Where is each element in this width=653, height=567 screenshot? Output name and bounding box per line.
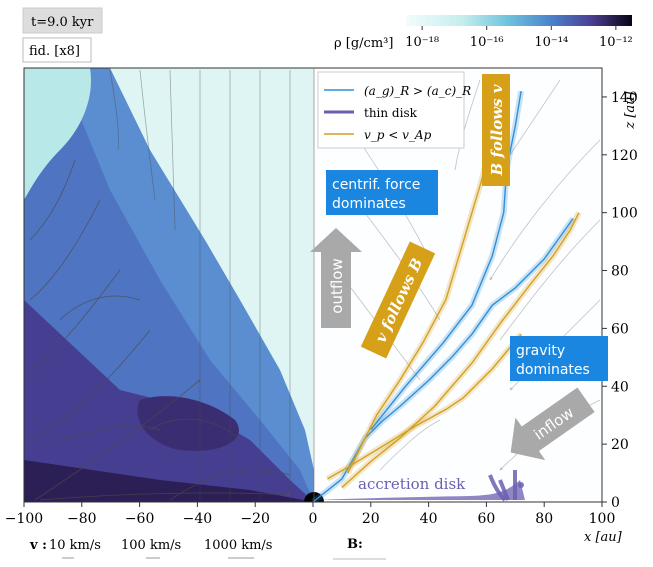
- annotation-centrifugal: centrif. force dominates: [326, 170, 438, 215]
- outflow-arrow: outflow: [310, 228, 362, 328]
- x-tick-label: 80: [535, 511, 553, 527]
- annotation-gravity-line1: gravity: [516, 343, 565, 359]
- x-tick-label: 40: [420, 511, 438, 527]
- contour-line-3: [341, 212, 580, 489]
- x-axis-label: x [au]: [584, 530, 623, 545]
- velocity-key-100: 100 km/s: [121, 538, 181, 553]
- annotation-b-follows-v-text: B follows v: [488, 84, 506, 176]
- legend-label-alfven: v_p < v_Ap: [364, 128, 432, 142]
- x-tick-label: −60: [125, 511, 155, 527]
- annotation-centrifugal-line1: centrif. force: [332, 177, 420, 193]
- colorbar-tick-label: 10⁻¹⁸: [405, 35, 439, 50]
- annotation-b-follows-v: B follows v: [482, 74, 510, 186]
- field-key-label: B:: [347, 537, 363, 552]
- x-tick-label: −40: [183, 511, 213, 527]
- accretion-disk-label: accretion disk: [358, 475, 466, 493]
- x-axis: −100 −80 −60 −40 −20 0 20 40 60 80 100: [5, 502, 616, 527]
- time-label: t=9.0 kyr: [31, 15, 94, 30]
- y-tick-label: 120: [611, 148, 638, 164]
- velocity-key-1000: 1000 km/s: [204, 538, 272, 553]
- legend-label-gravity: (a_g)_R > (a_c)_R: [364, 84, 471, 98]
- time-badge: [22, 7, 103, 34]
- model-label: fid. [x8]: [29, 44, 80, 59]
- y-tick-label: 100: [611, 206, 638, 222]
- velocity-key-label: v :: [29, 538, 47, 553]
- y-axis: 0 20 40 60 80 100 120 140: [602, 90, 638, 511]
- contour-line-1: [370, 90, 522, 431]
- x-tick-label: −80: [67, 511, 97, 527]
- colorbar-ticks: 10⁻¹⁸ 10⁻¹⁶ 10⁻¹⁴ 10⁻¹²: [405, 26, 633, 50]
- velocity-key-10: 10 km/s: [49, 538, 101, 553]
- legend: (a_g)_R > (a_c)_R thin disk v_p < v_Ap: [317, 71, 471, 149]
- y-tick-label: 80: [611, 264, 629, 280]
- colorbar-tick-label: 10⁻¹²: [599, 35, 633, 50]
- x-tick-label: −20: [240, 511, 270, 527]
- model-badge: [22, 37, 92, 63]
- y-tick-label: 0: [611, 495, 620, 511]
- y-tick-label: 40: [611, 379, 629, 395]
- x-tick-label: 0: [309, 511, 318, 527]
- left-velocity-streamlines: [29, 69, 291, 501]
- y-tick-label: 140: [611, 90, 638, 106]
- legend-box: [317, 71, 465, 149]
- colorbar-tick-label: 10⁻¹⁶: [470, 35, 504, 50]
- annotation-centrifugal-line2: dominates: [332, 196, 406, 212]
- legend-label-thin-disk: thin disk: [364, 106, 418, 120]
- x-tick-label: 100: [589, 511, 616, 527]
- y-tick-label: 20: [611, 437, 629, 453]
- contour-line-4: [327, 333, 522, 480]
- annotation-gravity-line2: dominates: [516, 362, 590, 378]
- colorbar-label: ρ [g/cm³]: [334, 36, 393, 51]
- x-tick-label: 60: [477, 511, 495, 527]
- y-axis-label: z [au]: [623, 90, 638, 129]
- colorbar-tick-label: 10⁻¹⁴: [534, 35, 568, 50]
- outflow-label: outflow: [328, 258, 346, 313]
- x-tick-label: −100: [5, 511, 43, 527]
- colorbar: [406, 15, 632, 26]
- annotation-gravity: gravity dominates: [510, 336, 608, 381]
- y-tick-label: 60: [611, 321, 629, 337]
- x-tick-label: 20: [362, 511, 380, 527]
